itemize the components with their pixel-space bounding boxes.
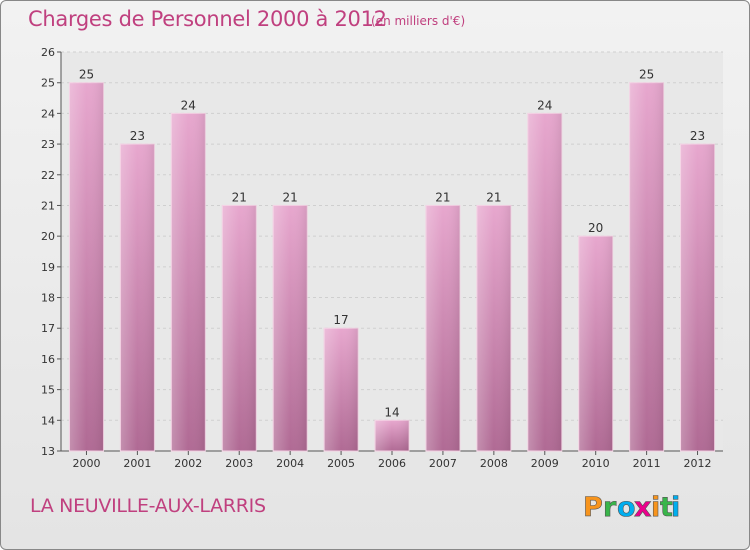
bar-2002	[170, 112, 206, 452]
bar-2012	[680, 143, 716, 452]
value-label-2010: 20	[588, 221, 603, 235]
y-tick-label: 22	[41, 169, 55, 182]
bar-2006	[374, 419, 410, 452]
y-tick-label: 21	[41, 199, 55, 212]
value-label-2000: 25	[79, 68, 94, 82]
x-tick-label-2010: 2010	[582, 457, 610, 470]
x-tick-label-2009: 2009	[531, 457, 559, 470]
y-tick-label: 19	[41, 261, 55, 274]
logo-letter: P	[583, 492, 603, 523]
logo-letter: i	[651, 492, 660, 523]
bar-2009	[527, 112, 563, 452]
logo-letter: i	[671, 492, 680, 523]
x-tick-label-2003: 2003	[225, 457, 253, 470]
bar-2005	[323, 327, 359, 452]
x-tick-label-2008: 2008	[480, 457, 508, 470]
x-tick-label-2005: 2005	[327, 457, 355, 470]
chart-title: Charges de Personnel 2000 à 2012	[28, 7, 387, 31]
y-tick-label: 26	[41, 46, 55, 59]
x-tick-label-2004: 2004	[276, 457, 304, 470]
bar-2007	[425, 204, 461, 452]
y-tick-label: 15	[41, 384, 55, 397]
value-label-2007: 21	[435, 190, 450, 204]
bar-2008	[476, 204, 512, 452]
town-name: LA NEUVILLE-AUX-LARRIS	[30, 495, 266, 517]
y-tick-label: 14	[41, 414, 55, 427]
value-label-2001: 23	[130, 129, 145, 143]
logo-letter: o	[617, 492, 636, 523]
y-tick-label: 23	[41, 138, 55, 151]
x-tick-label-2000: 2000	[72, 457, 100, 470]
value-label-2012: 23	[690, 129, 705, 143]
x-tick-label-2012: 2012	[684, 457, 712, 470]
value-label-2009: 24	[537, 98, 552, 112]
bar-2001	[119, 143, 155, 452]
logo-letter: t	[660, 492, 673, 523]
value-label-2008: 21	[486, 190, 501, 204]
value-label-2003: 21	[232, 190, 247, 204]
value-label-2005: 17	[333, 313, 348, 327]
bar-2003	[221, 204, 257, 452]
plot-area	[61, 52, 723, 451]
x-tick-label-2007: 2007	[429, 457, 457, 470]
logo-letter: x	[634, 492, 651, 523]
y-tick-label: 16	[41, 353, 55, 366]
value-label-2002: 24	[181, 98, 196, 112]
bar-2011	[629, 82, 665, 452]
y-tick-label: 24	[41, 107, 55, 120]
y-tick-label: 18	[41, 292, 55, 305]
y-tick-label: 20	[41, 230, 55, 243]
x-tick-label-2011: 2011	[633, 457, 661, 470]
chart-subtitle: (en milliers d'€)	[371, 14, 466, 28]
bar-2000	[68, 82, 104, 452]
y-tick-label: 25	[41, 77, 55, 90]
y-tick-label: 13	[41, 445, 55, 458]
x-tick-label-2006: 2006	[378, 457, 406, 470]
y-tick-label: 17	[41, 322, 55, 335]
x-tick-label-2002: 2002	[174, 457, 202, 470]
value-label-2004: 21	[283, 190, 298, 204]
bar-2004	[272, 204, 308, 452]
value-label-2006: 14	[384, 405, 399, 419]
value-label-2011: 25	[639, 68, 654, 82]
bar-2010	[578, 235, 614, 452]
x-tick-label-2001: 2001	[123, 457, 151, 470]
logo-letter: r	[603, 492, 617, 523]
